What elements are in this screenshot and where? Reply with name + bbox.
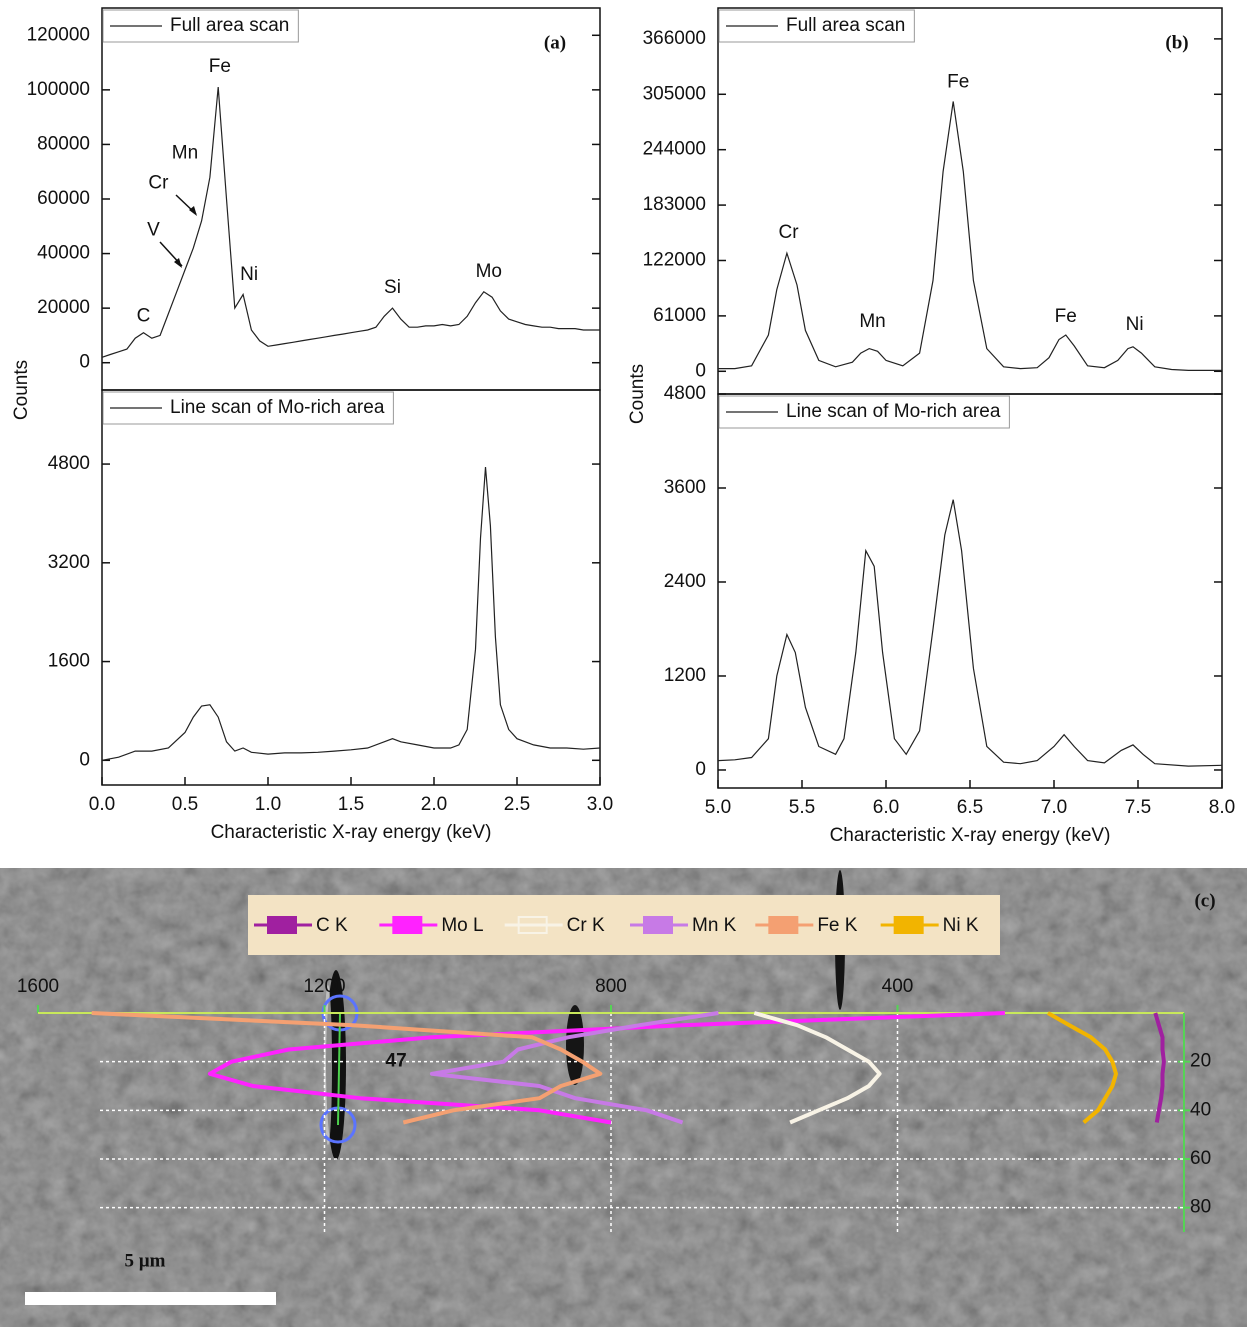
legend: Line scan of Mo-rich area [103, 392, 393, 424]
x-tick-label: 8.0 [1209, 797, 1235, 818]
legend-marker [644, 917, 672, 933]
y-tick-label: 4800 [48, 453, 90, 474]
y-tick-label: 0 [79, 749, 90, 770]
legend-label: Cr K [567, 915, 605, 936]
y-tick-label: 183000 [643, 194, 706, 215]
legend: Full area scan [719, 10, 914, 42]
y-tick-label: 2400 [664, 571, 706, 592]
y-tick-label: 0 [695, 360, 706, 381]
y-tick-label: 60000 [37, 188, 90, 209]
y-tick-label: 244000 [643, 139, 706, 160]
peak-label: V [147, 219, 160, 240]
legend-label: Ni K [943, 915, 979, 936]
peak-label: Fe [1055, 306, 1077, 327]
y-tick-label: 305000 [643, 83, 706, 104]
y-tick-label: 122000 [643, 250, 706, 271]
y-tick-label: 3200 [48, 552, 90, 573]
peak-label: Si [384, 277, 401, 298]
legend-marker [769, 917, 797, 933]
legend: Line scan of Mo-rich area [719, 396, 1009, 428]
peak-label: Mo [476, 261, 502, 282]
x-tick-label: 2.5 [504, 794, 530, 815]
figure: 020000400006000080000100000120000Full ar… [0, 0, 1247, 1327]
y-tick-label: 100000 [27, 79, 90, 100]
peak-label: Cr [148, 172, 169, 193]
x-axis-label: Characteristic X-ray energy (keV) [830, 825, 1111, 846]
y-tick-label: 80000 [37, 133, 90, 154]
peak-label: Fe [209, 56, 231, 77]
x-tick-label: 1200 [303, 976, 345, 997]
y-tick-label: 40000 [37, 243, 90, 264]
x-tick-label: 6.5 [957, 797, 983, 818]
dark-streak [566, 1005, 584, 1085]
legend-marker [895, 917, 923, 933]
x-tick-label: 1600 [17, 976, 59, 997]
point-label: 47 [386, 1051, 407, 1072]
x-tick-label: 5.5 [789, 797, 815, 818]
x-tick-label: 400 [882, 976, 914, 997]
y-tick-label: 61000 [653, 305, 706, 326]
panel-label: (a) [544, 32, 566, 53]
spectrum-line [718, 500, 1222, 766]
y-tick-label: 20 [1190, 1051, 1211, 1072]
x-tick-label: 7.5 [1125, 797, 1151, 818]
spectrum-line [102, 467, 600, 760]
legend-label: Fe K [817, 915, 857, 936]
peak-label: Ni [240, 264, 258, 285]
legend: Full area scan [103, 10, 298, 42]
x-tick-label: 0.5 [172, 794, 198, 815]
peak-label: Mn [172, 143, 198, 164]
plot-frame [718, 394, 1222, 788]
y-tick-label: 40 [1190, 1099, 1211, 1120]
panel-label: (b) [1165, 32, 1188, 53]
y-tick-label: 1600 [48, 651, 90, 672]
scale-bar [25, 1292, 276, 1305]
y-tick-label: 4800 [664, 383, 706, 404]
x-axis-label: Characteristic X-ray energy (keV) [211, 822, 492, 843]
legend-label: Line scan of Mo-rich area [786, 401, 1001, 422]
y-tick-label: 0 [695, 759, 706, 780]
y-tick-label: 0 [79, 352, 90, 373]
legend-label: Mn K [692, 915, 737, 936]
y-tick-label: 20000 [37, 297, 90, 318]
panel-label: (c) [1194, 890, 1215, 911]
x-tick-label: 1.0 [255, 794, 281, 815]
y-tick-label: 1200 [664, 665, 706, 686]
x-tick-label: 7.0 [1041, 797, 1067, 818]
spectrum-line [102, 87, 600, 357]
y-tick-label: 120000 [27, 24, 90, 45]
legend-marker [393, 917, 421, 933]
legend-label: Full area scan [170, 15, 289, 36]
peak-label: Ni [1126, 314, 1144, 335]
y-axis-label: Counts [627, 364, 648, 424]
legend-label: Line scan of Mo-rich area [170, 397, 385, 418]
x-tick-label: 800 [595, 976, 627, 997]
x-tick-label: 5.0 [705, 797, 731, 818]
legend-label: Full area scan [786, 15, 905, 36]
y-axis-label: Counts [11, 360, 32, 420]
legend-label: Mo L [441, 915, 483, 936]
y-tick-label: 80 [1190, 1197, 1211, 1218]
peak-label: Fe [947, 71, 969, 92]
plot-frame [718, 8, 1222, 394]
x-tick-label: 6.0 [873, 797, 899, 818]
y-tick-label: 60 [1190, 1148, 1211, 1169]
x-tick-label: 2.0 [421, 794, 447, 815]
legend-marker [268, 917, 296, 933]
peak-label: Mn [859, 311, 885, 332]
peak-label: C [137, 305, 151, 326]
y-tick-label: 3600 [664, 477, 706, 498]
legend-label: C K [316, 915, 348, 936]
x-tick-label: 3.0 [587, 794, 613, 815]
scale-bar-label: 5 µm [124, 1250, 165, 1271]
y-tick-label: 366000 [643, 28, 706, 49]
x-tick-label: 0.0 [89, 794, 115, 815]
peak-label: Cr [779, 222, 800, 243]
plot-frame [102, 390, 600, 785]
x-tick-label: 1.5 [338, 794, 364, 815]
